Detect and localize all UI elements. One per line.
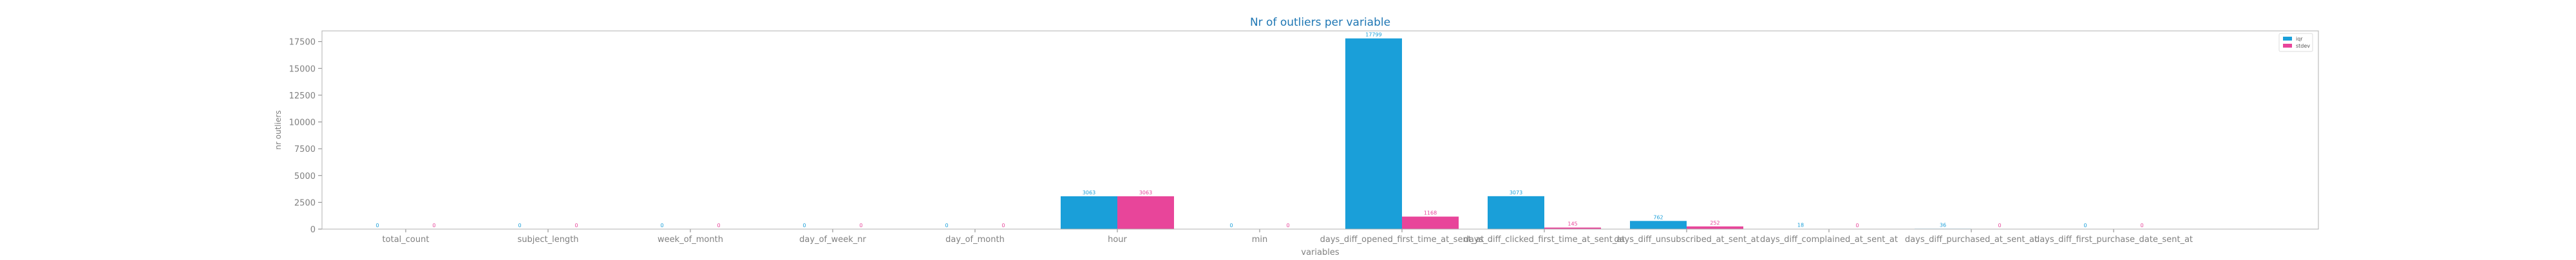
x-tick-label: hour xyxy=(1108,235,1127,245)
x-tick-label: days_diff_unsubscribed_at_sent_at xyxy=(1614,235,1759,245)
data-label-stdev: 1168 xyxy=(1424,210,1437,216)
data-label-iqr: 762 xyxy=(1653,214,1663,220)
x-tick-label: total_count xyxy=(383,235,430,245)
data-label-iqr: 36 xyxy=(1940,222,1946,228)
data-label-stdev: 3063 xyxy=(1139,190,1152,196)
bar-iqr xyxy=(1345,39,1402,229)
y-tick-label: 15000 xyxy=(289,64,316,74)
x-tick-label: subject_length xyxy=(517,235,578,245)
y-tick-label: 12500 xyxy=(289,91,316,101)
data-label-stdev: 252 xyxy=(1710,220,1719,226)
data-label-iqr: 0 xyxy=(945,223,948,228)
legend-label-iqr: iqr xyxy=(2296,36,2303,42)
data-label-stdev: 0 xyxy=(1855,223,1859,228)
legend-swatch-stdev xyxy=(2283,44,2292,48)
x-tick-label: day_of_month xyxy=(945,235,1005,245)
data-label-iqr: 0 xyxy=(518,223,521,228)
x-tick-label: day_of_week_nr xyxy=(799,235,866,245)
data-label-iqr: 18 xyxy=(1797,223,1804,228)
y-axis-label: nr outliers xyxy=(274,110,283,149)
data-label-iqr: 0 xyxy=(1229,223,1233,228)
x-axis-label: variables xyxy=(1301,248,1339,257)
bar-iqr xyxy=(1488,196,1544,229)
y-tick-label: 5000 xyxy=(294,172,316,181)
data-label-iqr: 17799 xyxy=(1365,32,1381,38)
x-tick-label: days_diff_first_purchase_date_sent_at xyxy=(2034,235,2193,245)
bar-iqr xyxy=(1061,196,1117,229)
x-tick-label: days_diff_opened_first_time_at_sent_at xyxy=(1320,235,1484,245)
data-label-iqr: 3073 xyxy=(1510,190,1522,196)
data-label-stdev: 0 xyxy=(1001,223,1005,228)
y-tick-label: 17500 xyxy=(289,38,316,48)
x-tick-label: days_diff_complained_at_sent_at xyxy=(1760,235,1898,245)
y-tick-label: 0 xyxy=(310,225,316,235)
y-tick-label: 2500 xyxy=(294,198,316,208)
x-tick-label: week_of_month xyxy=(658,235,723,245)
data-label-stdev: 0 xyxy=(717,223,720,228)
bar-stdev xyxy=(1687,227,1743,229)
bar-iqr xyxy=(1630,221,1687,229)
data-label-iqr: 0 xyxy=(660,223,663,228)
plot-frame xyxy=(322,31,2318,229)
data-label-iqr: 0 xyxy=(375,223,379,228)
data-label-iqr: 0 xyxy=(2083,223,2087,228)
x-tick-label: min xyxy=(1252,235,1268,245)
data-label-stdev: 0 xyxy=(2140,223,2143,228)
data-label-stdev: 0 xyxy=(859,223,862,228)
bar-stdev xyxy=(1402,217,1459,229)
data-label-stdev: 145 xyxy=(1567,221,1577,227)
data-label-iqr: 3063 xyxy=(1083,190,1095,196)
plot-area: 0 2500 5000 7500 10000 12500 15000 17500 total_c… xyxy=(289,32,2193,245)
y-tick-label: 10000 xyxy=(289,118,316,128)
legend-swatch-iqr xyxy=(2283,37,2292,41)
bar-stdev xyxy=(1117,196,1174,229)
legend-label-stdev: stdev xyxy=(2296,43,2310,49)
x-tick-label: days_diff_purchased_at_sent_at xyxy=(1905,235,2038,245)
chart-title: Nr of outliers per variable xyxy=(1250,16,1390,29)
data-label-stdev: 0 xyxy=(1998,223,2001,228)
data-label-stdev: 0 xyxy=(1286,223,1289,228)
data-label-stdev: 0 xyxy=(574,223,578,228)
data-label-iqr: 0 xyxy=(802,223,806,228)
data-label-stdev: 0 xyxy=(432,223,435,228)
y-tick-label: 7500 xyxy=(294,145,316,154)
x-tick-label: days_diff_clicked_first_time_at_sent_at xyxy=(1464,235,1625,245)
